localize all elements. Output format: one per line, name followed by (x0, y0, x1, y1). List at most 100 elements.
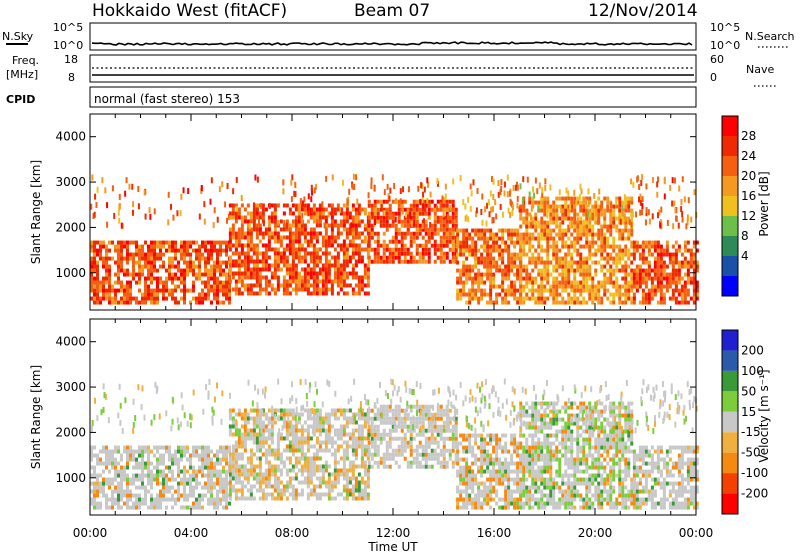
echo-cell (394, 231, 398, 236)
echo-cell (579, 272, 583, 277)
echo-cell (129, 481, 132, 486)
echo-scatter (516, 195, 519, 202)
echo-cell (240, 472, 244, 477)
echo-cell (585, 236, 589, 241)
echo-scatter (444, 193, 447, 200)
echo-cell (627, 296, 631, 301)
echo-cell (582, 264, 586, 269)
echo-cell (528, 236, 532, 241)
echo-cell (489, 264, 493, 269)
echo-cell (370, 207, 374, 212)
echo-cell (588, 240, 592, 245)
echo-cell (370, 444, 374, 449)
echo-cell (294, 460, 298, 465)
echo-cell (327, 448, 331, 453)
echo-cell (597, 232, 601, 237)
echo-cell (108, 240, 111, 245)
echo-cell (324, 283, 328, 288)
echo-cell (264, 291, 268, 296)
echo-cell (276, 444, 280, 449)
echo-cell (183, 493, 186, 498)
echo-cell (486, 260, 490, 265)
echo-cell (108, 276, 111, 281)
echo-cell (439, 223, 443, 228)
echo-cell (282, 448, 286, 453)
echo-cell (183, 296, 186, 301)
echo-cell (382, 408, 386, 413)
echo-cell (662, 260, 666, 265)
echo-cell (597, 212, 601, 217)
echo-cell (360, 432, 364, 437)
echo-cell (261, 476, 265, 481)
echo-cell (225, 497, 228, 502)
echo-cell (641, 248, 645, 253)
echo-cell (201, 252, 204, 257)
echo-cell (659, 264, 663, 269)
echo-cell (312, 488, 316, 493)
echo-cell (285, 227, 289, 232)
echo-cell (561, 216, 565, 221)
echo-cell (351, 275, 355, 280)
echo-scatter (639, 209, 642, 216)
echo-cell (483, 228, 487, 233)
echo-cell (249, 215, 253, 220)
echo-cell (264, 484, 268, 489)
echo-cell (489, 276, 493, 281)
echo-cell (267, 255, 271, 260)
echo-cell (150, 248, 153, 253)
echo-scatter (209, 198, 212, 205)
echo-cell (159, 461, 162, 466)
echo-cell (415, 199, 419, 204)
echo-cell (385, 412, 389, 417)
echo-cell (219, 477, 222, 482)
echo-cell (216, 252, 219, 257)
echo-cell (216, 284, 219, 289)
echo-cell (111, 489, 114, 494)
echo-cell (612, 240, 616, 245)
echo-cell (630, 196, 634, 201)
echo-cell (342, 291, 346, 296)
echo-cell (174, 252, 177, 257)
echo-cell (630, 300, 634, 305)
echo-cell (522, 268, 526, 273)
echo-cell (321, 235, 325, 240)
echo-cell (385, 223, 389, 228)
echo-cell (321, 271, 325, 276)
echo-cell (186, 493, 189, 498)
echo-scatter (383, 210, 386, 217)
echo-cell (333, 432, 337, 437)
echo-cell (495, 244, 499, 249)
echo-cell (540, 296, 544, 301)
echo-cell (612, 204, 616, 209)
echo-cell (373, 460, 377, 465)
echo-cell (219, 288, 222, 293)
echo-cell (683, 280, 687, 285)
echo-cell (683, 296, 687, 301)
echo-cell (123, 477, 126, 482)
echo-cell (228, 464, 232, 469)
echo-cell (162, 453, 165, 458)
echo-cell (258, 428, 262, 433)
echo-cell (680, 300, 684, 305)
echo-cell (102, 481, 105, 486)
echo-cell (543, 200, 547, 205)
echo-cell (379, 255, 383, 260)
echo-cell (303, 207, 307, 212)
echo-cell (306, 203, 310, 208)
echo-cell (291, 468, 295, 473)
echo-cell (400, 203, 404, 208)
echo-cell (231, 243, 235, 248)
echo-cell (543, 204, 547, 209)
echo-cell (306, 432, 310, 437)
echo-cell (270, 416, 274, 421)
echo-cell (445, 255, 449, 260)
echo-cell (632, 252, 636, 257)
echo-cell (641, 260, 645, 265)
echo-cell (501, 288, 505, 293)
echo-cell (231, 227, 235, 232)
echo-cell (525, 232, 529, 237)
echo-cell (357, 235, 361, 240)
echo-scatter (528, 191, 531, 198)
echo-cell (333, 416, 337, 421)
echo-cell (342, 263, 346, 268)
